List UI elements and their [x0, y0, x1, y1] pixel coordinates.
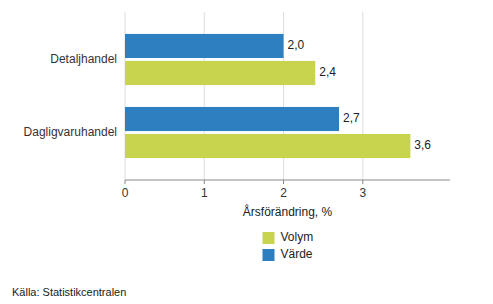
data-labels: 2,7 2,0 3,6 2,4 — [288, 38, 432, 152]
chart: 2,7 2,0 3,6 2,4 0 1 2 3 Dagligvaruhandel Detaljha… — [0, 0, 493, 304]
legend: Volym Värde — [263, 230, 314, 261]
data-label: 3,6 — [414, 138, 431, 152]
y-tick-label: Dagligvaruhandel — [24, 125, 117, 139]
x-tick — [204, 180, 205, 184]
x-axis-label: Årsförändring, % — [243, 204, 333, 219]
data-label: 2,7 — [343, 111, 360, 125]
x-tick — [283, 180, 284, 184]
y-tick-label: Detaljhandel — [50, 52, 117, 66]
data-label: 2,0 — [288, 38, 305, 52]
bar — [125, 107, 339, 131]
x-tick — [362, 180, 363, 184]
x-tick-label: 2 — [280, 186, 287, 200]
legend-swatch — [263, 232, 275, 244]
legend-label: Värde — [281, 247, 313, 261]
legend-label: Volym — [281, 230, 314, 244]
bars — [125, 34, 410, 158]
source: Källa: Statistikcentralen — [12, 286, 126, 298]
data-label: 2,4 — [319, 65, 336, 79]
x-tick-label: 1 — [201, 186, 208, 200]
bar — [125, 134, 410, 158]
x-tick-label: 3 — [359, 186, 366, 200]
x-tick — [125, 180, 126, 184]
bar — [125, 34, 284, 58]
bar — [125, 61, 315, 85]
legend-swatch — [263, 249, 275, 261]
x-axis-line — [125, 180, 450, 181]
x-tick-label: 0 — [122, 186, 129, 200]
